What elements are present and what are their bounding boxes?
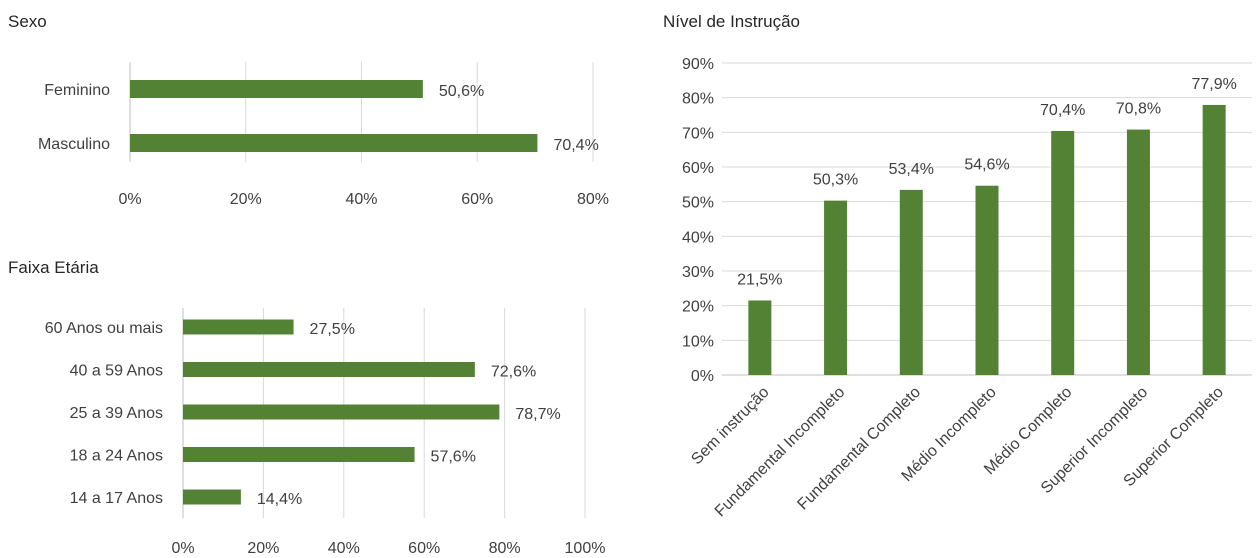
- nivel-tick-label: 0%: [691, 368, 714, 385]
- nivel-bar: [899, 189, 923, 375]
- nivel-data-label: 70,4%: [1040, 102, 1085, 119]
- nivel-bar: [748, 300, 772, 375]
- chart-title-nivel-instrucao: Nível de Instrução: [663, 12, 801, 31]
- nivel-tick-label: 70%: [682, 125, 714, 142]
- faixa-data-label: 72,6%: [491, 364, 536, 381]
- faixa-category-label: 40 a 59 Anos: [70, 363, 163, 380]
- chart-title-sexo: Sexo: [8, 12, 47, 31]
- nivel-data-label: 70,8%: [1116, 101, 1161, 118]
- faixa-tick-label: 20%: [247, 540, 279, 557]
- nivel-data-label: 53,4%: [889, 161, 934, 178]
- nivel-tick-label: 40%: [682, 229, 714, 246]
- nivel-data-label: 50,3%: [813, 172, 858, 189]
- faixa-tick-label: 60%: [408, 540, 440, 557]
- faixa-data-label: 14,4%: [257, 491, 302, 508]
- nivel-tick-label: 50%: [682, 195, 714, 212]
- sexo-tick-label: 60%: [461, 191, 493, 208]
- faixa-data-label: 27,5%: [310, 321, 355, 338]
- faixa-tick-label: 100%: [565, 540, 606, 557]
- nivel-data-label: 54,6%: [964, 157, 1009, 174]
- chart-title-faixa-etaria: Faixa Etária: [8, 258, 99, 277]
- nivel-bar: [1051, 130, 1075, 375]
- nivel-category-label: Sem instrução: [688, 384, 772, 468]
- faixa-bar: [183, 404, 500, 420]
- nivel-tick-label: 90%: [682, 56, 714, 73]
- sexo-data-label: 50,6%: [439, 83, 484, 100]
- sexo-tick-label: 0%: [118, 191, 141, 208]
- sexo-bar: [130, 134, 538, 152]
- sexo-bar: [130, 80, 423, 98]
- faixa-data-label: 57,6%: [431, 449, 476, 466]
- nivel-tick-label: 30%: [682, 264, 714, 281]
- faixa-data-label: 78,7%: [515, 406, 560, 423]
- nivel-bar: [824, 200, 848, 375]
- nivel-tick-label: 80%: [682, 91, 714, 108]
- faixa-bar: [183, 447, 415, 462]
- nivel-data-label: 21,5%: [737, 271, 782, 288]
- nivel-tick-label: 20%: [682, 299, 714, 316]
- faixa-bar: [183, 362, 475, 377]
- nivel-bar: [1126, 129, 1150, 375]
- sexo-data-label: 70,4%: [553, 137, 598, 154]
- faixa-category-label: 25 a 39 Anos: [70, 405, 163, 422]
- nivel-tick-label: 10%: [682, 333, 714, 350]
- sexo-category-label: Feminino: [44, 82, 110, 99]
- sexo-tick-label: 20%: [230, 191, 262, 208]
- nivel-bar: [975, 185, 999, 375]
- faixa-tick-label: 40%: [328, 540, 360, 557]
- faixa-category-label: 14 a 17 Anos: [70, 490, 163, 507]
- faixa-category-label: 18 a 24 Anos: [70, 448, 163, 465]
- nivel-data-label: 77,9%: [1191, 76, 1236, 93]
- faixa-bar: [183, 319, 294, 335]
- sexo-tick-label: 80%: [577, 191, 609, 208]
- sexo-category-label: Masculino: [38, 136, 110, 153]
- sexo-tick-label: 40%: [345, 191, 377, 208]
- faixa-bar: [183, 489, 241, 505]
- nivel-bar: [1202, 104, 1226, 376]
- faixa-tick-label: 0%: [171, 540, 194, 557]
- nivel-tick-label: 60%: [682, 160, 714, 177]
- nivel-category-label: Fundamental Completo: [794, 384, 924, 514]
- nivel-category-label: Fundamental Incompleto: [712, 384, 849, 521]
- faixa-tick-label: 80%: [489, 540, 521, 557]
- faixa-category-label: 60 Anos ou mais: [45, 320, 163, 337]
